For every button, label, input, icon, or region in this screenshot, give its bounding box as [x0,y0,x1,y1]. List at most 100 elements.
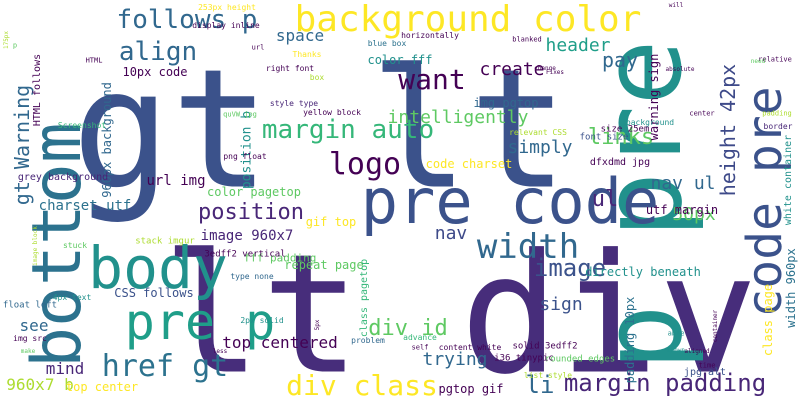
word-color-fff: color fff [367,53,433,67]
word-border: border [763,122,793,131]
word-image-960x7: image 960x7 [200,228,294,244]
word-solid-3edff2: solid 3edff2 [512,341,578,352]
word-background: background [625,118,675,127]
word-container: container [712,309,719,343]
word-png-float: png float [223,152,267,161]
word-need: need [750,58,766,65]
word-253px-height: 253px height [198,3,256,12]
word-relative: relative [758,55,792,64]
word-size-25em: size 25em [600,124,650,135]
word-pgtop-gif: pgtop gif [438,382,504,396]
word-class-pagetop: class pagetop [359,258,370,338]
word-lt-div: lt div [161,218,759,400]
word-horizontally: horizontally [401,31,459,40]
word-blanked: blanked [512,35,542,44]
word-quvw-jpg: quVW jpg [223,110,257,119]
word-center: center [689,109,715,118]
word-able: able [667,329,685,338]
word-body: body [88,234,228,302]
word-2px-solid: 2px solid [240,316,284,325]
word-repeat-page: repeat page [284,258,364,272]
word-style-type: style type [269,99,319,108]
word-links: links [587,125,655,150]
word-ul: ul [591,187,619,212]
word-50px: 50px [672,204,716,225]
word-pre-code: pre code [360,165,660,238]
word-image: image [533,254,607,282]
word-padding-10px: padding 10px [623,296,637,384]
word-position: position [198,200,304,225]
word-display-inline: display inline [192,21,260,30]
word-html: HTML [85,56,103,65]
word-gt-lt: gt lt [71,33,569,226]
word-want: want [398,63,466,96]
word-p: p [12,41,18,50]
word-grey-background: grey background [17,172,109,183]
word-class-page: class page [761,283,775,357]
word-li: li [525,371,555,399]
word-change: change [534,65,556,72]
word-list-style: list style [523,371,573,380]
word-less: less [212,348,228,355]
word-code-charset: code charset [425,157,513,171]
word-fixes: Fixes [545,69,565,76]
word-absolute: absolute [665,66,695,73]
word-dfxdmd-jpg: dfxdmd jpg [589,157,651,168]
word-gif-top: gif top [305,215,357,229]
word-space: space [275,26,325,45]
word-img-pgtop: img pgtop [473,96,539,110]
word-sign: sign [539,294,583,315]
word-jpg-alt: jpg alt [683,367,727,378]
word-intelligently: intelligently [387,107,529,128]
word-width: width [476,227,580,267]
word-relevant-css: relevant CSS [509,128,567,137]
word-gt-warning: gt Warning [10,84,34,206]
word-url: url [251,43,265,52]
word-padding: padding [762,109,792,118]
word-white-container: white container [783,134,794,226]
word-10px-code: 10px code [122,65,188,79]
word-i36-tinypic: i36 tinypic [494,353,554,364]
word-create: create [479,59,545,80]
word-problem: problem [351,336,385,345]
word-directly-beneath: directly beneath [585,265,701,279]
word-pre-p: pre p [124,293,276,351]
word-stack-imgur: stack imgur [135,236,195,247]
word-image-block: image block [32,226,39,266]
word-url-img: url img [146,173,206,189]
word-height-42px: height 42px [716,63,740,197]
word-position-b: position b [239,110,255,190]
word-pay: pay [601,48,639,72]
word-blue-box: blue box [367,39,407,48]
word-screenshot: Screenshot [57,121,107,130]
word-align: align [118,37,198,67]
word-content-white: content white [438,343,502,352]
word-utf-margin: utf margin [645,203,719,217]
word-time: time [698,361,716,370]
word-logo: logo [328,147,402,182]
word-nav: nav [434,223,468,244]
word-mind: mind [45,359,85,378]
word-see: see [19,316,49,335]
word-self: self [411,343,429,352]
word-box: box [309,73,325,82]
word-float-left: float left [2,300,58,311]
word-img-src: img src [13,334,47,343]
word-right-font: right font [265,64,315,73]
word-simply: simply [507,137,573,158]
word-type-none: type none [230,272,274,281]
word-thanks: Thanks [292,50,322,59]
word-stuck: stuck [62,241,88,250]
word-background-color: background color [294,0,642,40]
word-aligned: aligned [684,348,710,355]
word-href-gt: href gt [101,349,229,384]
word-color-pagetop: color pagetop [207,185,301,199]
word-yellow-block: yellow block [303,108,361,117]
word-css-follows: CSS follows [114,286,194,300]
word-html-follows: HTML follows [32,53,43,127]
word-margin-padding: margin padding [563,369,767,397]
word-margin-auto: margin auto [261,115,435,145]
word-font-size: font size [579,132,629,143]
word-960x7-b: 960x7 b [6,375,74,394]
